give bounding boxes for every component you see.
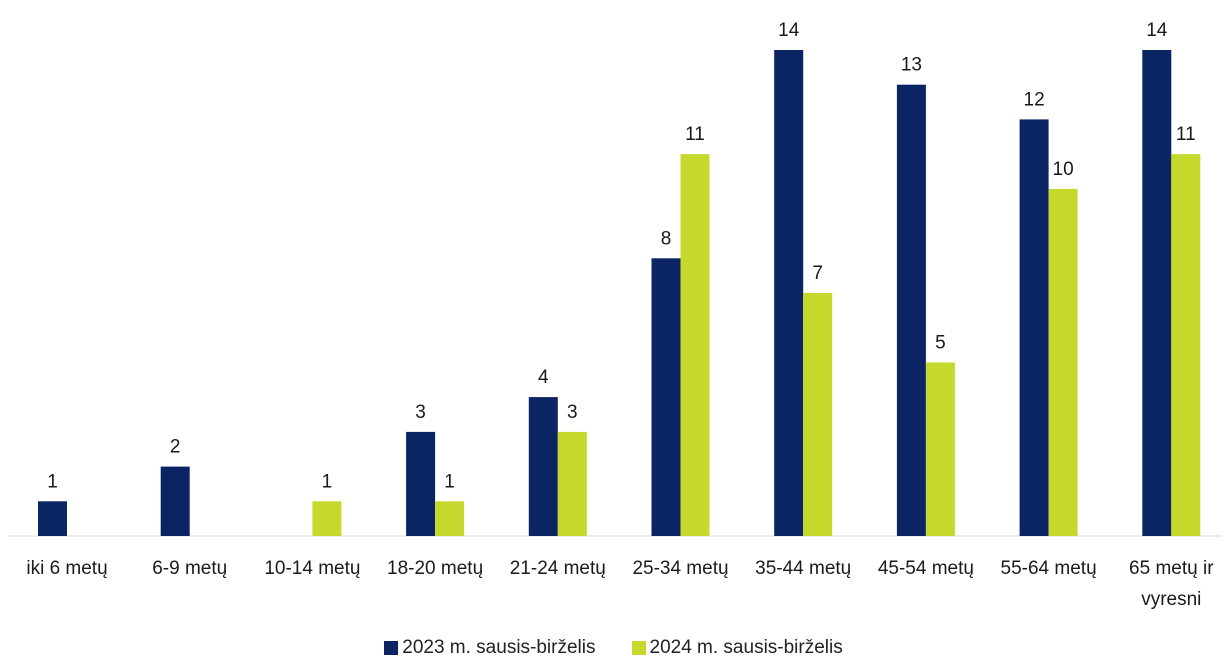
- value-label-s2-6: 7: [812, 263, 823, 284]
- category-label-1: 6-9 metų: [152, 558, 227, 579]
- bar-s1-8: [1019, 119, 1049, 537]
- category-label-6: 35-44 metų: [755, 558, 851, 579]
- category-label-7: 45-54 metų: [878, 558, 974, 579]
- category-label-2: 10-14 metų: [264, 558, 360, 579]
- value-label-s2-3: 1: [444, 471, 455, 492]
- legend-label-2024: 2024 m. sausis-birželis: [649, 637, 843, 658]
- bar-s2-3: [435, 501, 465, 536]
- value-label-s2-5: 11: [685, 124, 705, 145]
- value-label-s2-8: 10: [1053, 159, 1074, 180]
- bar-s1-7: [896, 84, 926, 536]
- value-label-s2-7: 5: [935, 332, 946, 353]
- bar-s1-4: [528, 397, 558, 536]
- bar-s2-2: [312, 501, 342, 536]
- bar-s2-4: [557, 431, 587, 536]
- value-label-s1-3: 3: [415, 402, 426, 423]
- bar-s2-9: [1171, 154, 1201, 536]
- value-label-s1-7: 13: [901, 55, 922, 76]
- value-label-s2-9: 11: [1176, 124, 1196, 145]
- bar-s1-9: [1142, 50, 1172, 536]
- bar-s1-1: [160, 466, 190, 536]
- bar-s2-5: [680, 154, 710, 536]
- bar-s2-8: [1048, 188, 1078, 536]
- legend-label-2023: 2023 m. sausis-birželis: [402, 637, 596, 658]
- category-labels-group: iki 6 metų 6-9 metų 10-14 metų 18-20 metų 21…: [26, 558, 1214, 610]
- value-label-s2-4: 3: [567, 402, 578, 423]
- value-label-s2-2: 1: [322, 471, 333, 492]
- value-label-s1-4: 4: [538, 367, 549, 388]
- bar-s1-5: [651, 258, 681, 536]
- legend-item-2023: 2023 m. sausis-birželis: [384, 636, 596, 660]
- value-label-s1-8: 12: [1024, 89, 1045, 110]
- legend: 2023 m. sausis-birželis 2024 m. sausis-b…: [0, 636, 1227, 660]
- category-label-3: 18-20 metų: [387, 558, 483, 579]
- value-label-s1-1: 2: [170, 437, 181, 458]
- bars-group: [38, 50, 1201, 537]
- category-label-8: 55-64 metų: [1001, 558, 1097, 579]
- category-label-4: 21-24 metų: [510, 558, 606, 579]
- value-label-s1-9: 14: [1146, 20, 1168, 41]
- value-label-s1-6: 14: [778, 20, 800, 41]
- category-label-9: 65 metų ir vyresni: [1129, 558, 1214, 610]
- bar-s2-7: [925, 362, 955, 536]
- bar-s1-3: [406, 431, 436, 536]
- category-label-5: 25-34 metų: [632, 558, 728, 579]
- legend-swatch-2024: [631, 641, 646, 655]
- value-label-s1-0: 1: [47, 471, 58, 492]
- category-label-0: iki 6 metų: [26, 558, 107, 579]
- value-label-s1-5: 8: [661, 228, 672, 249]
- bar-s1-6: [774, 50, 804, 536]
- bar-s1-0: [38, 501, 67, 536]
- bar-s2-6: [803, 293, 833, 536]
- legend-item-2024: 2024 m. sausis-birželis: [631, 636, 843, 660]
- legend-swatch-2023: [384, 641, 399, 655]
